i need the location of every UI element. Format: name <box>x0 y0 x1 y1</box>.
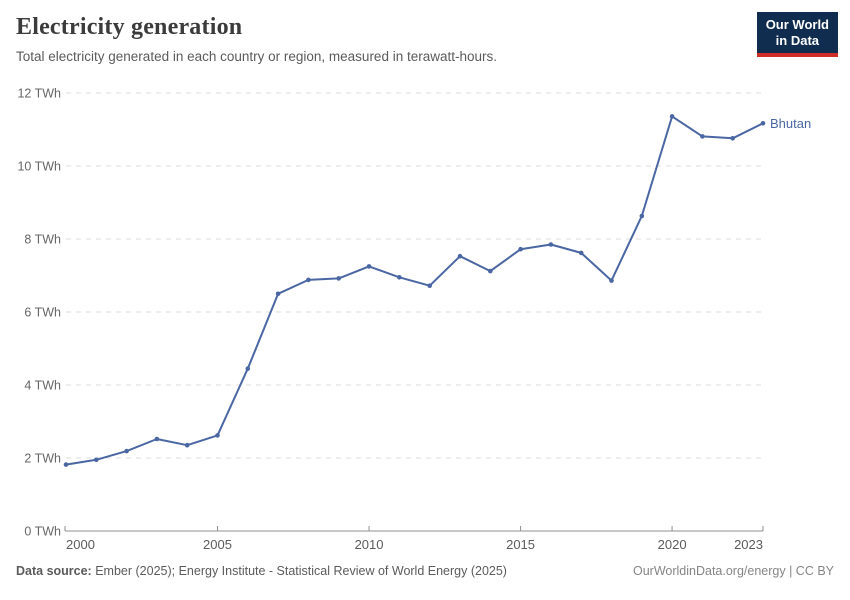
series-end-label[interactable]: Bhutan <box>770 116 811 131</box>
page-title: Electricity generation <box>16 14 243 40</box>
data-point-marker[interactable] <box>518 246 523 252</box>
data-point-marker[interactable] <box>366 264 372 269</box>
data-point-marker[interactable] <box>730 136 735 141</box>
y-axis-tick-label: 6 TWh <box>24 306 61 320</box>
data-point-marker[interactable] <box>275 291 281 297</box>
owid-logo-line1: Our World <box>765 17 829 32</box>
chart-header: Electricity generation Total electricity… <box>16 14 750 64</box>
x-axis-tick-label: 2000 <box>66 537 95 552</box>
x-axis-tick-label: 2023 <box>734 537 763 552</box>
y-axis-tick-label: 12 TWh <box>17 87 61 101</box>
chart-subtitle: Total electricity generated in each coun… <box>16 49 497 64</box>
data-point-marker[interactable] <box>488 268 493 274</box>
x-axis-tick-label: 2010 <box>355 537 384 552</box>
data-point-marker[interactable] <box>578 250 584 256</box>
data-point-marker[interactable] <box>760 121 766 126</box>
y-axis-tick-label: 0 TWh <box>24 525 61 539</box>
data-source-note: Data source: Ember (2025); Energy Instit… <box>16 564 507 578</box>
owid-logo-line2: in Data <box>775 33 820 49</box>
y-axis-tick-label: 8 TWh <box>24 233 61 247</box>
x-axis-tick-label: 2005 <box>203 537 232 552</box>
data-point-marker[interactable] <box>215 433 220 438</box>
data-point-marker[interactable] <box>457 253 463 259</box>
data-point-marker[interactable] <box>548 242 554 247</box>
data-source-label: Data source: <box>16 564 92 578</box>
data-point-marker[interactable] <box>427 283 433 288</box>
data-point-marker[interactable] <box>94 457 99 463</box>
data-point-marker[interactable] <box>124 448 129 454</box>
data-point-marker[interactable] <box>639 213 645 219</box>
chart-footer: Data source: Ember (2025); Energy Instit… <box>16 564 834 578</box>
y-axis-tick-label: 4 TWh <box>24 379 61 393</box>
line-chart[interactable]: 0 TWh 2 TWh 4 TWh 6 TWh 8 TWh 10 TWh 12 TWh 200… <box>0 80 850 560</box>
data-point-marker[interactable] <box>184 442 190 448</box>
data-point-marker[interactable] <box>63 462 69 467</box>
data-point-marker[interactable] <box>336 276 342 281</box>
data-point-marker[interactable] <box>397 275 402 280</box>
owid-logo[interactable]: Our World in Data <box>756 12 838 57</box>
data-point-marker[interactable] <box>700 134 705 139</box>
license-link[interactable]: OurWorldinData.org/energy | CC BY <box>632 564 834 578</box>
x-axis-tick-label: 2015 <box>506 537 535 552</box>
data-point-marker[interactable] <box>154 436 160 442</box>
series-line[interactable] <box>65 115 764 466</box>
data-point-marker[interactable] <box>669 114 675 119</box>
x-axis-tick-label: 2020 <box>658 537 687 552</box>
y-axis-tick-label: 10 TWh <box>17 160 61 174</box>
data-point-marker[interactable] <box>609 278 614 283</box>
data-point-marker[interactable] <box>306 277 311 283</box>
data-point-marker[interactable] <box>245 366 251 371</box>
data-source-text: Ember (2025); Energy Institute - Statist… <box>95 564 507 578</box>
y-axis-tick-label: 2 TWh <box>24 452 61 466</box>
